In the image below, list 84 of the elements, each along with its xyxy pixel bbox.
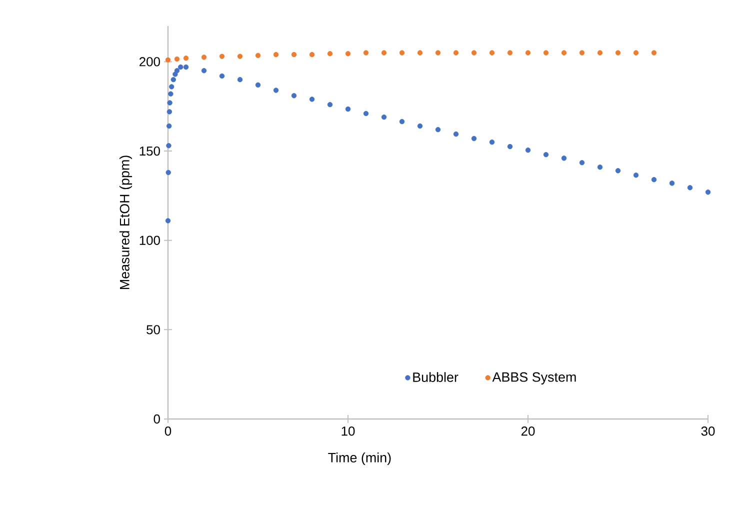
point [255, 52, 261, 58]
point [615, 50, 621, 56]
point [417, 50, 423, 56]
point [435, 127, 441, 132]
point [381, 50, 387, 56]
point [183, 64, 189, 70]
point [178, 64, 184, 70]
point [166, 143, 172, 148]
point [381, 114, 387, 120]
point [309, 52, 315, 58]
point [327, 102, 333, 108]
point [561, 156, 567, 161]
x-tick-label: 20 [521, 426, 535, 436]
point [525, 50, 531, 56]
point [166, 123, 172, 129]
point [327, 51, 333, 56]
point [705, 190, 711, 195]
point [543, 50, 549, 56]
point [183, 56, 189, 61]
point [471, 50, 477, 56]
point [309, 96, 315, 102]
point [597, 50, 603, 56]
point [166, 170, 171, 176]
point [174, 56, 180, 62]
point [363, 110, 369, 116]
legend-label: ABBS System [492, 372, 576, 384]
point [291, 52, 297, 58]
point [273, 52, 279, 58]
y-axis-title: Measured EtOH (ppm) [119, 156, 132, 290]
point [172, 72, 178, 77]
point [201, 68, 207, 74]
point [651, 50, 657, 56]
y-tick-label: 150 [140, 146, 160, 156]
point [561, 50, 567, 56]
point [579, 160, 585, 166]
point [174, 68, 180, 74]
point [669, 180, 675, 186]
point [345, 51, 351, 56]
point [170, 76, 176, 82]
legend-label: Bubbler [413, 372, 458, 382]
point [471, 136, 477, 142]
point [633, 172, 639, 178]
point [169, 84, 174, 90]
point [219, 54, 225, 59]
point [165, 218, 171, 224]
point [237, 76, 243, 82]
point [507, 50, 513, 56]
x-tick-label: 10 [342, 426, 355, 436]
point [219, 73, 225, 79]
point [633, 50, 639, 56]
point [453, 50, 459, 56]
y-tick-label: 200 [140, 57, 160, 66]
point [687, 185, 693, 190]
point [363, 50, 369, 56]
point [615, 168, 621, 174]
y-tick-label: 0 [154, 414, 160, 424]
point [651, 177, 657, 182]
point [167, 100, 172, 106]
x-tick-label: 30 [701, 426, 715, 436]
point [489, 50, 495, 56]
point [417, 123, 423, 129]
point [579, 50, 585, 56]
point [507, 144, 513, 150]
y-tick-label: 50 [146, 325, 160, 334]
point [273, 88, 279, 93]
point [399, 50, 405, 56]
point [399, 118, 405, 124]
x-tick-label: 0 [164, 426, 172, 436]
point [345, 106, 351, 112]
point [237, 54, 243, 59]
x-axis-title: Time (min) [328, 452, 391, 466]
point [435, 50, 441, 56]
point [201, 54, 207, 60]
point [168, 91, 174, 96]
point [166, 109, 172, 114]
point [597, 164, 603, 170]
point [543, 152, 549, 158]
point [453, 131, 459, 137]
point [255, 82, 261, 88]
point [525, 148, 531, 153]
point [489, 140, 495, 145]
point [165, 57, 171, 63]
point [291, 93, 297, 98]
y-tick-label: 100 [140, 236, 160, 245]
